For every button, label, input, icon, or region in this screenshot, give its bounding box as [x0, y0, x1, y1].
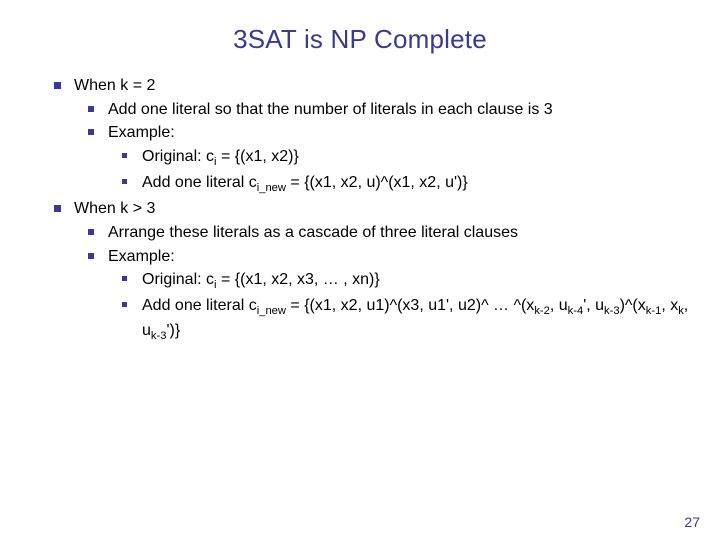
sub: i_new — [257, 182, 286, 194]
page-number: 27 — [684, 514, 700, 530]
sub: i_new — [257, 306, 286, 318]
sub: k-2 — [534, 306, 550, 318]
slide-body: When k = 2 Add one literal so that the n… — [0, 75, 720, 344]
case2-header: When k = 2 — [74, 77, 155, 94]
txt: = {(x1, x2, u1)^(x3, u1', u2)^ … ^(x — [286, 297, 534, 314]
txt: = {(x1, x2, x3, … , xn)} — [217, 271, 380, 288]
slide-title: 3SAT is NP Complete — [0, 0, 720, 75]
case3-arrange: Arrange these literals as a cascade of t… — [84, 222, 690, 244]
txt: Original: c — [142, 148, 214, 165]
sub: k-1 — [646, 306, 662, 318]
txt: Original: c — [142, 271, 214, 288]
txt: Add one literal c — [142, 174, 257, 191]
txt: = {(x1, x2, u)^(x1, x2, u')} — [286, 174, 468, 191]
txt: , x — [661, 297, 678, 314]
case2-new: Add one literal ci_new = {(x1, x2, u)^(x… — [118, 172, 690, 196]
case3-new: Add one literal ci_new = {(x1, x2, u1)^(… — [118, 295, 690, 344]
bullet-case-k3: When k > 3 Arrange these literals as a c… — [50, 198, 690, 344]
txt: ')} — [166, 322, 180, 339]
case2-example-label: Example: — [108, 124, 175, 141]
case3-header: When k > 3 — [74, 200, 155, 217]
txt: , u — [550, 297, 568, 314]
case3-example-label: Example: — [108, 248, 175, 265]
case2-add-literal: Add one literal so that the number of li… — [84, 99, 690, 121]
sub: k-3 — [604, 306, 620, 318]
txt: Add one literal c — [142, 297, 257, 314]
case3-example: Example: Original: ci = {(x1, x2, x3, … … — [84, 246, 690, 344]
txt: = {(x1, x2)} — [217, 148, 299, 165]
sub: k-3 — [151, 330, 167, 342]
case2-example: Example: Original: ci = {(x1, x2)} Add o… — [84, 122, 690, 196]
case3-original: Original: ci = {(x1, x2, x3, … , xn)} — [118, 269, 690, 293]
case2-original: Original: ci = {(x1, x2)} — [118, 146, 690, 170]
sub: k-4 — [568, 306, 584, 318]
bullet-case-k2: When k = 2 Add one literal so that the n… — [50, 75, 690, 196]
txt: ', u — [583, 297, 604, 314]
txt: )^(x — [620, 297, 646, 314]
